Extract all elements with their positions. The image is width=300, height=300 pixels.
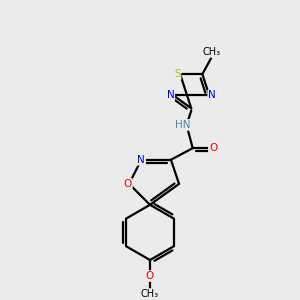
Text: O: O — [209, 143, 217, 153]
Text: HN: HN — [175, 120, 190, 130]
Text: O: O — [146, 271, 154, 281]
Text: O: O — [124, 179, 132, 189]
Text: CH₃: CH₃ — [141, 289, 159, 299]
Text: N: N — [137, 155, 145, 165]
Text: N: N — [167, 90, 174, 100]
Text: CH₃: CH₃ — [202, 47, 221, 57]
Text: N: N — [208, 90, 216, 100]
Text: S: S — [174, 69, 181, 79]
